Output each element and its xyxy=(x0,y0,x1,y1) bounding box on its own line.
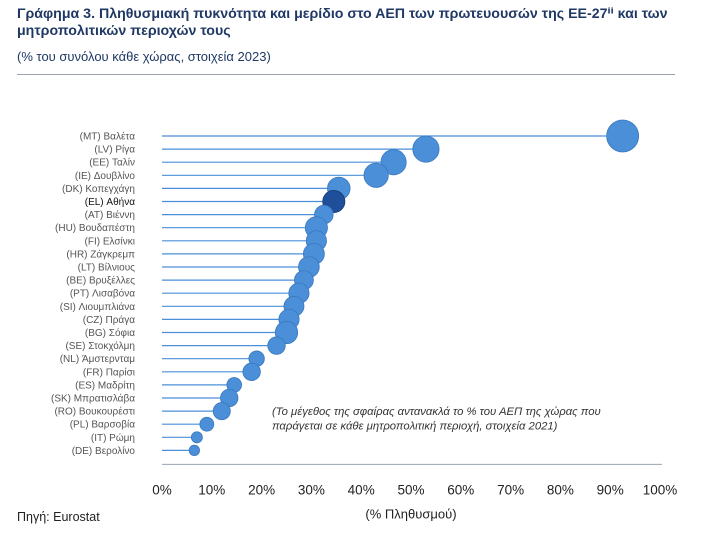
category-label: (AT) Βιέννη xyxy=(85,209,135,221)
category-label: (LT) Βίλνιους xyxy=(78,262,136,274)
category-label: (IE) Δουβλίνο xyxy=(75,170,136,182)
category-label: (DK) Κοπεγχάγη xyxy=(62,183,135,195)
category-label: (NL) Άμστερνταμ xyxy=(60,354,136,365)
category-label: (PT) Λισαβόνα xyxy=(70,288,135,300)
chart-title: Γράφημα 3. Πληθυσμιακή πυκνότητα και μερ… xyxy=(17,6,668,39)
x-tick-label: 40% xyxy=(348,482,375,497)
x-tick-label: 10% xyxy=(198,482,225,497)
x-tick-label: 20% xyxy=(248,482,275,497)
category-label: (RO) Βουκουρέστι xyxy=(54,406,135,418)
bubble xyxy=(212,402,231,421)
x-tick-label: 60% xyxy=(447,482,474,497)
chart-subtitle: (% του συνόλου κάθε χώρας, στοιχεία 2023… xyxy=(17,49,271,64)
category-label: (SE) Στοκχόλμη xyxy=(65,340,135,352)
size-note-line: παράγεται σε κάθε μητροπολιτική περιοχή,… xyxy=(272,421,558,433)
source-note: Πηγή: Eurostat xyxy=(17,510,100,524)
stem-lines xyxy=(162,135,623,451)
x-tick-label: 90% xyxy=(597,482,624,497)
bubble xyxy=(267,336,286,355)
bubble xyxy=(242,362,261,381)
x-tick-label: 0% xyxy=(152,482,172,497)
category-label: (FI) Ελσίνκι xyxy=(85,235,135,247)
x-tick-label: 100% xyxy=(643,482,678,497)
bubble xyxy=(188,444,200,457)
size-note-line: (Το μέγεθος της σφαίρας αντανακλά το % τ… xyxy=(272,406,601,418)
category-label: (HR) Ζάγκρεμπ xyxy=(66,248,135,260)
size-note: (Το μέγεθος της σφαίρας αντανακλά το % τ… xyxy=(272,406,601,433)
category-label: (DE) Βερολίνο xyxy=(72,445,136,457)
category-label: (ES) Μαδρίτη xyxy=(75,379,135,391)
bubble xyxy=(412,135,440,163)
x-tick-label: 80% xyxy=(547,482,574,497)
bubble xyxy=(363,162,389,188)
category-label: (EE) Ταλίν xyxy=(89,157,135,169)
category-label: (LV) Ρίγα xyxy=(94,144,135,156)
category-label: (PL) Βαρσοβία xyxy=(70,419,136,431)
category-label: (SK) Μπρατισλάβα xyxy=(51,393,135,405)
x-tick-label: 70% xyxy=(497,482,524,497)
category-label: (IT) Ρώμη xyxy=(91,432,135,444)
category-label: (BE) Βρυξέλλες xyxy=(66,275,135,287)
bubble xyxy=(190,431,203,444)
bubble xyxy=(199,416,215,432)
bubble xyxy=(380,149,407,176)
x-tick-labels: 0% 10% 20% 30% 40% 50% 60% 70% 80% 90% 100% xyxy=(152,482,677,497)
category-label: (HU) Βουδαπέστη xyxy=(55,222,135,234)
x-tick-label: 50% xyxy=(397,482,424,497)
title-rule xyxy=(17,74,675,75)
bubble xyxy=(606,119,640,153)
category-label: (EL) Αθήνα xyxy=(85,196,135,208)
category-label: (CZ) Πράγα xyxy=(83,314,135,326)
category-label: (BG) Σόφια xyxy=(85,327,135,339)
bubbles xyxy=(188,119,640,457)
category-labels: (MT) Βαλέτα(LV) Ρίγα(EE) Ταλίν(IE) Δουβλ… xyxy=(51,131,135,457)
category-label: (MT) Βαλέτα xyxy=(80,131,136,143)
x-axis-title: (% Πληθυσμού) xyxy=(365,506,456,521)
category-label: (SI) Λιουμπλιάνα xyxy=(60,301,135,313)
category-label: (FR) Παρίσι xyxy=(83,366,135,378)
x-tick-label: 30% xyxy=(298,482,325,497)
